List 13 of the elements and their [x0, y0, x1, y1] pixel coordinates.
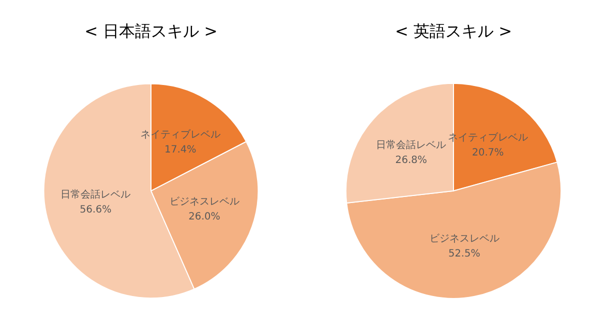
chart-title: < 英語スキル >: [395, 22, 512, 40]
slice-label: 日常会話レベル: [60, 188, 131, 201]
slice-label: 日常会話レベル: [376, 139, 446, 152]
data-label: 52.5%: [448, 248, 480, 260]
slice-label: ビジネスレベル: [429, 234, 500, 245]
data-label: 17.4%: [164, 144, 196, 156]
slice-label: ネイティブレベル: [140, 128, 220, 141]
data-label: 20.7%: [472, 148, 504, 159]
slice-label: ビジネスレベル: [169, 196, 240, 208]
data-label: 26.8%: [395, 155, 428, 166]
data-label: 26.0%: [188, 212, 220, 223]
data-label: 56.6%: [80, 204, 112, 216]
chart-title: < 日本語スキル >: [84, 22, 218, 40]
